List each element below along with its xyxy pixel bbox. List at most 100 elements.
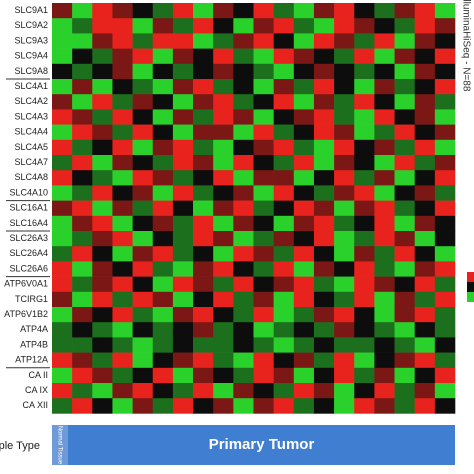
row-label: SLC26A6	[9, 263, 48, 273]
heatmap-cell	[112, 109, 133, 125]
heatmap-cell	[213, 307, 234, 323]
heatmap-cell	[92, 124, 113, 141]
heatmap-cell	[172, 185, 194, 201]
heatmap-cell	[293, 322, 315, 338]
heatmap-cell	[152, 276, 174, 293]
heatmap-cell	[293, 124, 315, 141]
heatmap-cell	[253, 200, 274, 217]
heatmap-cell	[72, 63, 93, 80]
heatmap-cell	[273, 215, 295, 232]
heatmap-cell	[233, 367, 254, 384]
heatmap-cell	[92, 307, 113, 323]
heatmap-cell	[92, 94, 113, 110]
heatmap-cell	[213, 170, 234, 186]
heatmap-cell	[72, 200, 93, 217]
heatmap-cell	[334, 170, 355, 186]
heatmap-cell	[354, 307, 375, 323]
heatmap-cell	[354, 200, 375, 217]
heatmap-cell	[394, 291, 415, 308]
heatmap-cell	[273, 383, 295, 399]
heatmap-cell	[213, 352, 234, 369]
heatmap-cell	[334, 215, 355, 232]
heatmap-cell	[253, 155, 274, 171]
heatmap-cell	[112, 33, 133, 49]
heatmap-cell	[52, 215, 73, 232]
heatmap-cell	[434, 276, 456, 293]
heatmap-cell	[52, 48, 73, 65]
heatmap-cell	[354, 139, 375, 156]
heatmap-cell	[414, 155, 436, 171]
heatmap-cell	[152, 246, 174, 262]
heatmap-cell	[414, 261, 436, 277]
heatmap-cell	[112, 170, 133, 186]
heatmap-cell	[152, 215, 174, 232]
heatmap-cell	[293, 261, 315, 277]
heatmap-cell	[334, 383, 355, 399]
heatmap-cell	[354, 337, 375, 353]
heatmap-cell	[92, 63, 113, 80]
heatmap-cell	[394, 307, 415, 323]
heatmap-cell	[172, 155, 194, 171]
heatmap-cell	[172, 383, 194, 399]
heatmap-cell	[132, 337, 154, 353]
heatmap-cell	[334, 398, 355, 414]
heatmap-cell	[434, 200, 456, 217]
heatmap-cell	[434, 109, 456, 125]
heatmap-cell	[172, 33, 194, 49]
heatmap-cell	[152, 261, 174, 277]
heatmap-cell	[273, 261, 295, 277]
heatmap-cell	[92, 109, 113, 125]
heatmap-cell	[72, 139, 93, 156]
heatmap-cell	[253, 337, 274, 353]
heatmap-cell	[213, 398, 234, 414]
heatmap-cell	[172, 337, 194, 353]
heatmap-cell	[394, 94, 415, 110]
row-label: ATP6V1B2	[4, 309, 48, 319]
heatmap-cell	[52, 63, 73, 80]
heatmap-cell	[434, 322, 456, 338]
heatmap-cell	[213, 231, 234, 247]
heatmap-cell	[213, 155, 234, 171]
heatmap-cell	[193, 337, 214, 353]
heatmap-cell	[313, 124, 335, 141]
heatmap-cell	[72, 109, 93, 125]
heatmap-cell	[132, 185, 154, 201]
heatmap-cell	[92, 291, 113, 308]
heatmap-cell	[313, 94, 335, 110]
heatmap-cell	[233, 185, 254, 201]
heatmap-cell	[132, 322, 154, 338]
heatmap-cell	[193, 398, 214, 414]
heatmap-cell	[52, 276, 73, 293]
heatmap-cell	[92, 231, 113, 247]
heatmap-cell	[213, 246, 234, 262]
heatmap-cell	[152, 18, 174, 34]
heatmap-cell	[374, 337, 395, 353]
heatmap-cell	[414, 322, 436, 338]
heatmap-cell	[132, 48, 154, 65]
heatmap-cell	[253, 94, 274, 110]
heatmap-cell	[152, 383, 174, 399]
heatmap-cell	[172, 352, 194, 369]
heatmap-cell	[313, 109, 335, 125]
heatmap-cell	[112, 200, 133, 217]
heatmap-cell	[374, 139, 395, 156]
heatmap-cell	[152, 185, 174, 201]
heatmap-cell	[52, 155, 73, 171]
heatmap-cell	[152, 307, 174, 323]
heatmap-cell	[414, 139, 436, 156]
heatmap-cell	[434, 63, 456, 80]
heatmap-cell	[313, 3, 335, 19]
heatmap-cell	[52, 139, 73, 156]
heatmap-cell	[112, 322, 133, 338]
heatmap-cell	[293, 63, 315, 80]
heatmap-cell	[233, 18, 254, 34]
heatmap-cell	[313, 367, 335, 384]
heatmap-cell	[313, 18, 335, 34]
heatmap-cell	[233, 398, 254, 414]
heatmap-cell	[112, 18, 133, 34]
heatmap-cell	[334, 200, 355, 217]
heatmap-cell	[354, 352, 375, 369]
row-label: SLC16A1	[9, 203, 48, 213]
heatmap-cell	[273, 185, 295, 201]
